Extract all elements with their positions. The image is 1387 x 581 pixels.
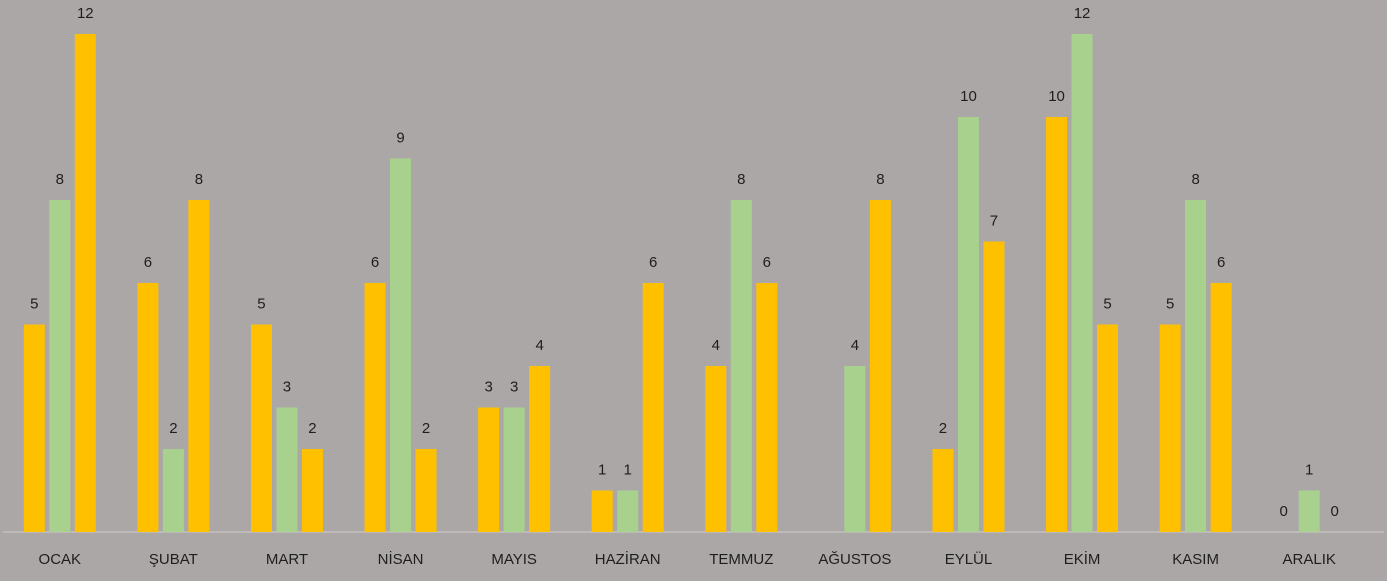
value-label: 6 — [144, 254, 152, 271]
value-label: 1 — [624, 461, 632, 478]
bar — [301, 449, 323, 532]
value-label: 6 — [1217, 254, 1225, 271]
bar — [844, 366, 866, 532]
bar — [591, 490, 613, 532]
value-label: 8 — [737, 171, 745, 188]
x-tick-label: EYLÜL — [945, 550, 993, 568]
value-label: 4 — [712, 337, 720, 354]
value-label: 1 — [1305, 461, 1313, 478]
bar — [869, 200, 891, 532]
bar — [756, 283, 778, 532]
bar — [1071, 34, 1093, 532]
x-tick-label: MART — [266, 551, 308, 568]
bar — [1159, 324, 1181, 532]
value-label: 0 — [1280, 503, 1288, 520]
value-label: 9 — [396, 129, 404, 146]
value-label: 6 — [649, 254, 657, 271]
bar — [1298, 490, 1320, 532]
x-tick-label: ARALIK — [1283, 551, 1336, 568]
value-label: 4 — [851, 337, 859, 354]
x-tick-label: KASIM — [1172, 551, 1219, 568]
bar — [1185, 200, 1207, 532]
bar — [250, 324, 272, 532]
value-label: 10 — [960, 88, 977, 105]
value-label: 2 — [422, 420, 430, 437]
value-label: 5 — [1166, 295, 1174, 312]
x-tick-label: HAZİRAN — [595, 550, 661, 568]
bar — [478, 407, 500, 532]
value-label: 0 — [1331, 503, 1339, 520]
value-label: 8 — [56, 171, 64, 188]
bar — [49, 200, 71, 532]
bar — [705, 366, 727, 532]
bar — [162, 449, 184, 532]
value-label: 2 — [308, 420, 316, 437]
bar — [23, 324, 45, 532]
value-label: 5 — [30, 295, 38, 312]
value-label: 5 — [1103, 295, 1111, 312]
x-tick-label: EKİM — [1064, 550, 1101, 568]
bar — [932, 449, 954, 532]
value-label: 3 — [283, 378, 291, 395]
value-label: 7 — [990, 212, 998, 229]
value-label: 3 — [484, 378, 492, 395]
bar — [983, 241, 1005, 532]
bar — [276, 407, 298, 532]
value-label: 6 — [371, 254, 379, 271]
value-label: 3 — [510, 378, 518, 395]
value-label: 6 — [763, 254, 771, 271]
bar — [390, 158, 412, 532]
bar — [529, 366, 551, 532]
bar — [642, 283, 664, 532]
value-label: 8 — [195, 171, 203, 188]
bar — [188, 200, 210, 532]
value-label: 8 — [876, 171, 884, 188]
bar — [74, 34, 96, 532]
x-tick-label: ŞUBAT — [149, 551, 198, 568]
value-label: 5 — [257, 295, 265, 312]
value-label: 12 — [1074, 5, 1091, 22]
value-label: 8 — [1191, 171, 1199, 188]
value-label: 12 — [77, 5, 94, 22]
bar — [415, 449, 437, 532]
x-tick-label: TEMMUZ — [709, 551, 773, 568]
bar — [617, 490, 639, 532]
x-tick-label: NİSAN — [378, 550, 424, 568]
value-label: 1 — [598, 461, 606, 478]
value-label: 2 — [939, 420, 947, 437]
bar — [503, 407, 525, 532]
bar — [364, 283, 386, 532]
x-tick-label: MAYIS — [491, 551, 537, 568]
bar — [957, 117, 979, 532]
value-label: 4 — [535, 337, 543, 354]
value-label: 2 — [169, 420, 177, 437]
bar — [730, 200, 752, 532]
bar — [1046, 117, 1068, 532]
value-label: 10 — [1048, 88, 1065, 105]
x-tick-label: AĞUSTOS — [818, 551, 891, 568]
bar — [137, 283, 159, 532]
bar — [1210, 283, 1232, 532]
x-tick-label: OCAK — [39, 551, 82, 568]
bar — [1097, 324, 1119, 532]
